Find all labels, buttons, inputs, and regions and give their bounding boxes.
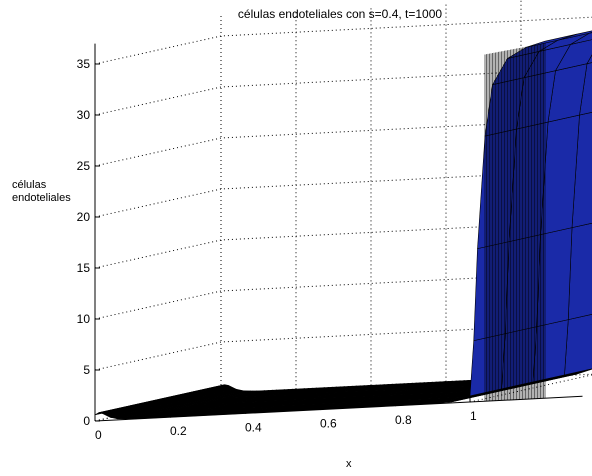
z-tick-label: 20	[77, 210, 91, 224]
surface-patch	[473, 241, 510, 341]
z-axis-label-line-1: células	[12, 179, 47, 191]
surface-patch	[532, 319, 569, 383]
x-axis-label: x	[346, 458, 352, 470]
z-tick-label: 30	[77, 108, 91, 122]
x-tick-label: 0.8	[395, 413, 412, 427]
z-tick-label: 35	[77, 57, 91, 71]
z-tick-label: 10	[77, 312, 91, 326]
surface-patch	[526, 33, 577, 48]
z-axis-label-line-2: endoteliales	[12, 192, 71, 204]
surface-patch	[564, 314, 592, 376]
x-axis-ticks: 0 0.2 0.4 0.6 0.8 1	[94, 397, 477, 442]
z-tick-label: 25	[77, 159, 91, 173]
x-tick-label: 1	[470, 409, 477, 423]
x-tick-label: 0.4	[245, 420, 262, 434]
surface-plot	[94, 30, 592, 420]
x-tick-label: 0.6	[320, 417, 337, 431]
chart-title: células endoteliales con s=0.4, t=1000	[238, 7, 442, 21]
x-tick-label: 0	[95, 428, 102, 442]
z-tick-label: 5	[83, 363, 90, 377]
z-tick-label: 0	[83, 414, 90, 428]
z-tick-label: 15	[77, 261, 91, 275]
z-axis-ticks: 0 5 10 15 20 25 30 35	[77, 57, 100, 428]
x-tick-label: 0.2	[170, 424, 187, 438]
